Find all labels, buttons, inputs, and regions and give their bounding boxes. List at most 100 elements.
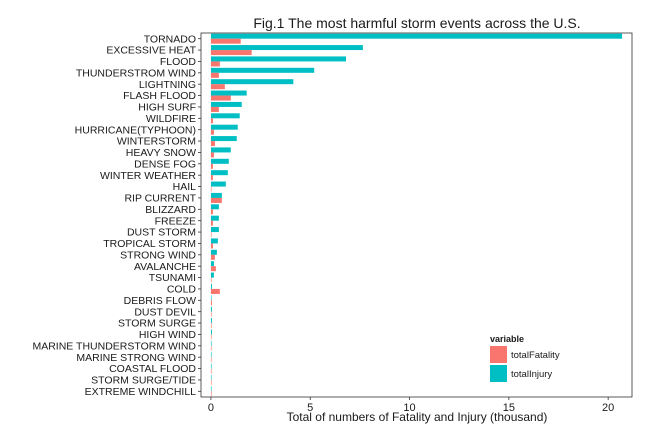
bar-totalInjury (210, 192, 222, 198)
category-label: LIGHTNING (139, 79, 196, 91)
bar-totalInjury (210, 90, 247, 96)
plot-panel-border (200, 32, 633, 398)
category-label: AVALANCHE (134, 261, 196, 273)
bar-totalFatality (210, 266, 216, 272)
bar-totalFatality (210, 243, 213, 249)
bar-totalFatality (210, 232, 212, 238)
bar-totalFatality (210, 38, 241, 44)
legend-key-totalInjury (490, 365, 507, 382)
bar-totalFatality (210, 368, 212, 374)
category-label: EXCESSIVE HEAT (106, 45, 196, 57)
bar-totalFatality (210, 300, 212, 306)
bar-totalFatality (210, 106, 219, 112)
category-label: HURRICANE(TYPHOON) (75, 124, 196, 136)
bar-totalFatality (210, 163, 213, 169)
category-label: HIGH WIND (139, 329, 197, 341)
bar-totalInjury (210, 283, 212, 289)
category-label: FREEZE (155, 215, 196, 227)
bar-totalFatality (210, 334, 212, 340)
x-tick-label: 5 (307, 402, 313, 414)
category-label: HIGH SURF (138, 102, 196, 114)
category-label: EXTREME WINDCHILL (85, 386, 197, 398)
bar-totalFatality (210, 129, 214, 135)
bar-totalInjury (210, 249, 217, 255)
bar-totalInjury (210, 363, 212, 369)
bar-totalInjury (210, 113, 240, 119)
legend-label-totalInjury: totalInjury (511, 369, 552, 380)
x-axis: 0 5 10 15 20 (208, 397, 614, 414)
category-label: WILDFIRE (146, 113, 196, 125)
category-label: TSUNAMI (149, 272, 196, 284)
bar-totalInjury (210, 101, 242, 107)
category-label: THUNDERSTROM WIND (76, 67, 197, 79)
bar-totalFatality (210, 379, 212, 385)
category-label: STRONG WIND (120, 249, 196, 261)
bar-totalFatality (210, 254, 215, 260)
category-label: TORNADO (144, 33, 196, 45)
legend-key-totalFatality (490, 346, 507, 363)
category-label: WINTER WEATHER (100, 170, 196, 182)
bar-totalInjury (210, 158, 229, 164)
bar-totalInjury (210, 340, 212, 346)
category-label: FLOOD (160, 56, 197, 68)
bar-totalInjury (210, 124, 238, 130)
bar-totalFatality (210, 61, 220, 67)
legend: variable totalFatality totalInjury (490, 334, 560, 382)
bar-totalFatality (210, 118, 213, 124)
bar-totalInjury (210, 56, 346, 62)
bar-totalInjury (210, 136, 237, 142)
x-tick-label: 20 (602, 402, 614, 414)
category-label: HEAVY SNOW (126, 147, 196, 159)
bar-totalFatality (210, 72, 219, 78)
category-label: DENSE FOG (134, 158, 196, 170)
legend-label-totalFatality: totalFatality (511, 350, 560, 361)
bar-totalFatality (210, 209, 213, 215)
x-tick-label: 15 (503, 402, 515, 414)
x-tick-label: 10 (403, 402, 415, 414)
bar-totalFatality (210, 141, 215, 147)
bar-totalInjury (210, 374, 212, 380)
category-label: RIP CURRENT (124, 193, 196, 205)
x-tick-label: 0 (208, 402, 214, 414)
chart-title: Fig.1 The most harmful storm events acro… (253, 15, 580, 31)
bar-totalInjury (210, 261, 214, 267)
bar-totalInjury (210, 33, 623, 39)
plot-panel (200, 32, 633, 398)
bar-totalInjury (210, 272, 214, 278)
bar-totalInjury (210, 386, 212, 392)
category-label: MARINE STRONG WIND (76, 352, 196, 364)
bar-totalFatality (210, 197, 222, 203)
bar-totalFatality (210, 152, 214, 158)
category-label: HAIL (173, 181, 197, 193)
bar-totalInjury (210, 352, 212, 358)
bar-totalInjury (210, 79, 294, 85)
bar-totalInjury (210, 238, 218, 244)
category-label: WINTERSTORM (117, 136, 196, 148)
bar-totalFatality (210, 311, 212, 317)
bar-totalFatality (210, 220, 213, 226)
legend-title: variable (490, 334, 524, 344)
category-label: COLD (167, 284, 197, 296)
category-label: DUST STORM (127, 227, 196, 239)
bar-totalFatality (210, 357, 212, 363)
bar-totalInjury (210, 45, 363, 51)
category-label: BLIZZARD (145, 204, 196, 216)
category-label: DUST DEVIL (134, 306, 196, 318)
bar-totalInjury (210, 295, 212, 301)
bar-totalInjury (210, 147, 231, 153)
bar-totalFatality (210, 277, 212, 283)
bar-totalInjury (210, 67, 315, 73)
bar-totalInjury (210, 306, 212, 312)
bar-totalFatality (210, 288, 220, 294)
bars-group (210, 33, 623, 397)
category-label: MARINE THUNDERSTORM WIND (32, 340, 196, 352)
bar-totalFatality (210, 186, 212, 192)
bar-totalInjury (210, 170, 228, 176)
bar-totalFatality (210, 391, 212, 397)
bar-totalInjury (210, 204, 219, 210)
bar-totalInjury (210, 329, 212, 335)
category-label: STORM SURGE (118, 318, 196, 330)
